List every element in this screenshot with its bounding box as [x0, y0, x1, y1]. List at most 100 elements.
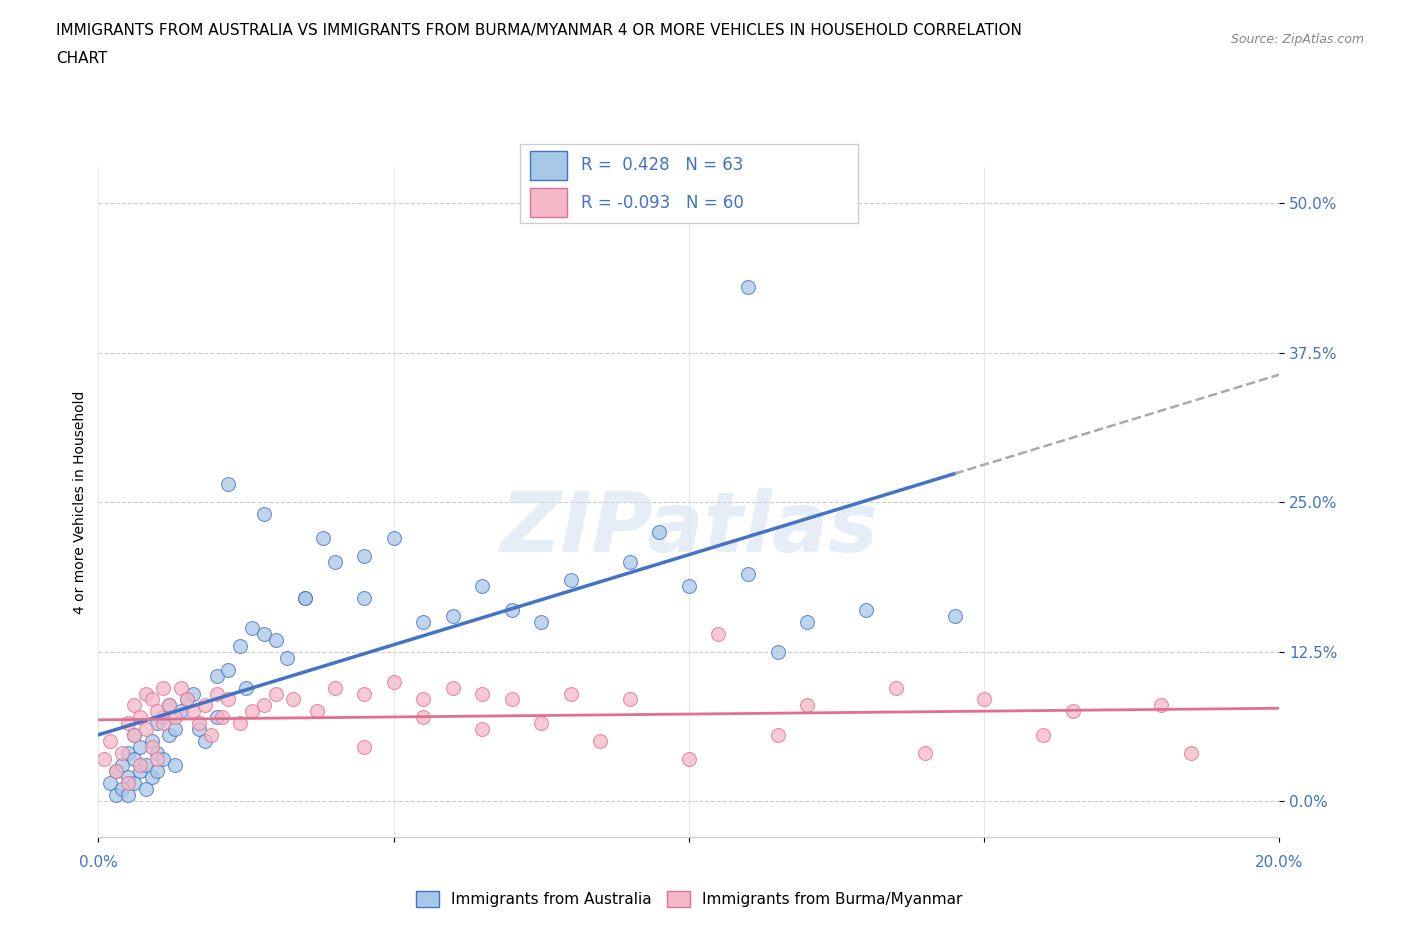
Legend: Immigrants from Australia, Immigrants from Burma/Myanmar: Immigrants from Australia, Immigrants fr… [409, 884, 969, 913]
Point [312, 531, 335, 546]
Point [157, 698, 180, 713]
Point [146, 746, 169, 761]
Point [165, 722, 187, 737]
Point [111, 782, 134, 797]
Point [93, 751, 115, 766]
Point [382, 674, 405, 689]
Text: R =  0.428   N = 63: R = 0.428 N = 63 [581, 156, 744, 175]
Y-axis label: 4 or more Vehicles in Household: 4 or more Vehicles in Household [73, 391, 87, 614]
Point [157, 728, 180, 743]
Text: Source: ZipAtlas.com: Source: ZipAtlas.com [1230, 33, 1364, 46]
Point [530, 615, 553, 630]
Point [1180, 746, 1202, 761]
Point [501, 603, 523, 618]
Point [619, 692, 641, 707]
Point [165, 710, 187, 724]
Point [648, 525, 671, 539]
Point [122, 728, 145, 743]
Text: R = -0.093   N = 60: R = -0.093 N = 60 [581, 193, 744, 212]
Point [796, 698, 818, 713]
Point [914, 746, 936, 761]
Point [117, 776, 139, 790]
Point [294, 591, 316, 605]
Point [122, 728, 145, 743]
Point [855, 603, 877, 618]
Point [141, 734, 163, 749]
Point [146, 751, 169, 766]
Point [678, 578, 700, 593]
Point [146, 704, 169, 719]
Text: 20.0%: 20.0% [1256, 855, 1303, 870]
Text: CHART: CHART [56, 51, 108, 66]
Point [560, 573, 582, 588]
Point [235, 680, 257, 695]
Point [276, 650, 298, 665]
Point [117, 746, 139, 761]
Point [187, 716, 209, 731]
Point [105, 764, 128, 778]
Point [382, 531, 405, 546]
Point [240, 704, 263, 719]
Text: IMMIGRANTS FROM AUSTRALIA VS IMMIGRANTS FROM BURMA/MYANMAR 4 OR MORE VEHICLES IN: IMMIGRANTS FROM AUSTRALIA VS IMMIGRANTS … [56, 23, 1022, 38]
Text: ZIPatlas: ZIPatlas [501, 488, 877, 569]
Point [181, 704, 204, 719]
Point [471, 722, 494, 737]
Point [117, 770, 139, 785]
Point [194, 734, 217, 749]
Point [412, 692, 434, 707]
Point [98, 734, 121, 749]
Point [135, 722, 157, 737]
Point [98, 776, 121, 790]
Point [229, 638, 252, 653]
Point [707, 626, 730, 641]
Point [589, 734, 612, 749]
Point [560, 686, 582, 701]
Point [105, 788, 128, 803]
Point [205, 686, 228, 701]
Point [205, 710, 228, 724]
Point [217, 662, 239, 677]
Point [943, 608, 966, 623]
Point [678, 751, 700, 766]
Point [973, 692, 995, 707]
Point [323, 680, 346, 695]
Point [135, 686, 157, 701]
Point [211, 710, 233, 724]
Point [111, 758, 134, 773]
Point [737, 566, 759, 581]
Point [176, 692, 198, 707]
Point [165, 758, 187, 773]
Point [766, 644, 789, 659]
Point [141, 740, 163, 755]
Point [501, 692, 523, 707]
Point [146, 716, 169, 731]
Point [253, 626, 276, 641]
Point [128, 758, 150, 773]
Point [471, 578, 494, 593]
Point [200, 728, 222, 743]
Point [135, 782, 157, 797]
Point [884, 680, 907, 695]
Point [152, 680, 174, 695]
Point [264, 686, 287, 701]
Point [152, 716, 174, 731]
Point [323, 554, 346, 569]
Point [122, 698, 145, 713]
Point [128, 710, 150, 724]
Point [217, 477, 239, 492]
Point [305, 704, 328, 719]
Point [283, 692, 305, 707]
Bar [530, 152, 568, 179]
Point [152, 751, 174, 766]
Text: 0.0%: 0.0% [79, 855, 118, 870]
Point [141, 692, 163, 707]
Point [796, 615, 818, 630]
Point [353, 549, 375, 564]
Point [412, 710, 434, 724]
Point [146, 764, 169, 778]
Point [441, 608, 464, 623]
Point [205, 668, 228, 683]
Point [1032, 728, 1054, 743]
Point [117, 716, 139, 731]
Point [122, 751, 145, 766]
